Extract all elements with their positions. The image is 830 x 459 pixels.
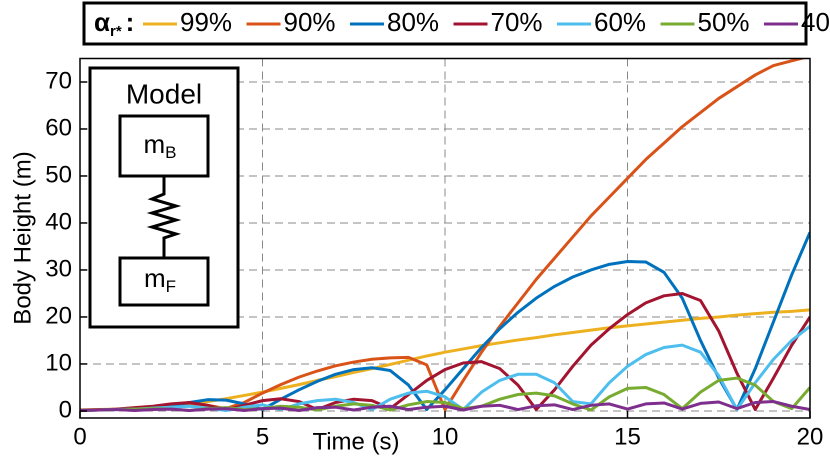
x-tick-label: 15 bbox=[614, 423, 641, 450]
x-tick-label: 0 bbox=[73, 423, 86, 450]
xlabel-bg bbox=[298, 427, 414, 457]
series-line bbox=[80, 400, 810, 412]
model-inset: Model mB mF bbox=[88, 66, 240, 329]
y-tick-label: 50 bbox=[45, 161, 72, 188]
y-tick-label: 30 bbox=[45, 255, 72, 282]
legend-label: 60% bbox=[594, 7, 646, 37]
legend-label: 70% bbox=[491, 7, 543, 37]
y-tick-label: 60 bbox=[45, 114, 72, 141]
legend-suffix: : bbox=[126, 7, 135, 37]
legend-label: 80% bbox=[387, 7, 439, 37]
spring bbox=[146, 176, 182, 258]
legend-label: 90% bbox=[284, 7, 336, 37]
body-mass-box bbox=[118, 114, 210, 178]
ticks: 0 10 20 30 40 50 60 70 0 5 10 15 20 bbox=[45, 67, 823, 450]
foot-mass-label: mF bbox=[144, 263, 176, 297]
body-mass-label: mB bbox=[143, 129, 176, 163]
series-lines bbox=[80, 58, 810, 412]
y-tick-label: 10 bbox=[45, 349, 72, 376]
legend-subscript: r* bbox=[110, 23, 122, 40]
inset-title: Model bbox=[126, 78, 202, 109]
x-tick-label: 20 bbox=[797, 423, 824, 450]
legend-label: 40% bbox=[801, 7, 830, 37]
legend-symbol: α bbox=[94, 7, 110, 37]
series-line bbox=[80, 231, 810, 412]
x-axis-label: Time (s) bbox=[312, 428, 399, 455]
mass-symbol: m bbox=[144, 263, 166, 293]
series-line bbox=[80, 291, 810, 412]
x-tick-label: 5 bbox=[256, 423, 269, 450]
foot-mass-box bbox=[118, 256, 210, 307]
mass-subscript: F bbox=[166, 277, 176, 296]
mass-subscript: B bbox=[165, 143, 176, 162]
mass-symbol: m bbox=[143, 129, 165, 159]
legend: αr*: 99% 90% 80% 70% 60% 50% 40% bbox=[82, 1, 830, 46]
x-tick-label: 10 bbox=[432, 423, 459, 450]
legend-title: αr*: bbox=[94, 7, 134, 40]
series-line bbox=[80, 308, 810, 412]
y-tick-label: 0 bbox=[59, 396, 72, 423]
y-tick-label: 70 bbox=[45, 67, 72, 94]
legend-label: 50% bbox=[698, 7, 750, 37]
legend-frame bbox=[82, 1, 808, 46]
y-tick-label: 20 bbox=[45, 302, 72, 329]
y-tick-label: 40 bbox=[45, 208, 72, 235]
y-axis-label: Body Height (m) bbox=[9, 151, 36, 324]
legend-label: 99% bbox=[180, 7, 232, 37]
series-line bbox=[80, 325, 810, 412]
